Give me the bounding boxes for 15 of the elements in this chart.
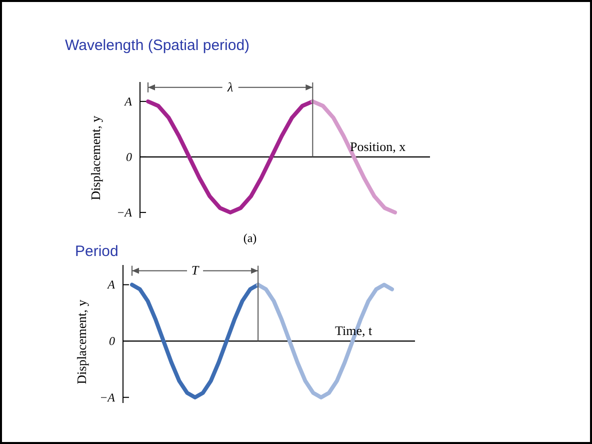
chart-title: Period [75, 243, 118, 260]
text: −A [100, 390, 116, 404]
x-axis-title: Position, x [350, 138, 406, 154]
text: T [191, 262, 200, 278]
text: A [106, 278, 116, 292]
text: 0 [126, 150, 132, 164]
text: A [124, 94, 133, 108]
text: (a) [243, 231, 257, 245]
text: 0 [109, 334, 115, 348]
text: −A [116, 205, 133, 220]
text: λ [226, 79, 234, 94]
y-axis-title: Displacement, y [88, 115, 103, 200]
x-axis-title: Time, t [335, 323, 372, 338]
chart-title: Wavelength (Spatial period) [65, 37, 250, 54]
y-axis-title: Displacement, y [74, 299, 89, 384]
